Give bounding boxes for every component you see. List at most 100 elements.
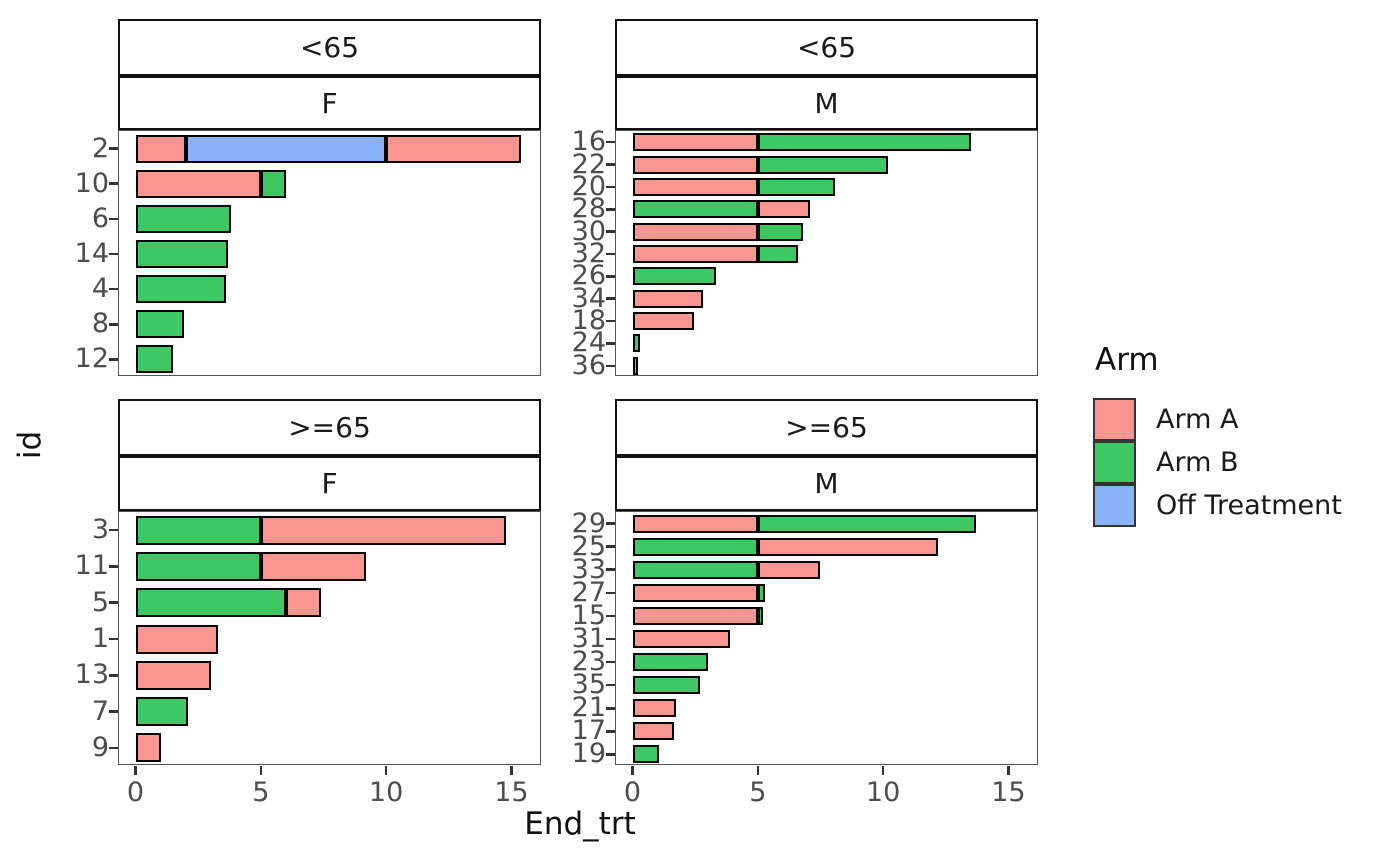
bar-segment-21 xyxy=(632,699,677,718)
bar-segment-30 xyxy=(632,222,758,241)
y-tick-mark xyxy=(606,163,615,166)
y-tick-mark xyxy=(606,683,615,687)
facet-strip-age-tl-label: <65 xyxy=(299,31,360,64)
facet-strip-sex-bl: F xyxy=(118,456,541,511)
bar-segment-23 xyxy=(632,653,708,672)
y-tick-mark xyxy=(606,252,615,256)
bar-segment-30 xyxy=(757,222,803,241)
bar-segment-35 xyxy=(632,676,701,695)
panel-over65-F: 3 11 5 1 13 7 9 0 5 10 15 xyxy=(75,511,541,808)
bar-segment-26 xyxy=(632,267,717,286)
y-tick-mark xyxy=(109,746,118,750)
facet-strip-sex-br-label: M xyxy=(814,467,839,500)
y-tick-label: 9 xyxy=(91,731,109,763)
bar-segment-1 xyxy=(135,624,219,654)
y-tick-mark xyxy=(109,637,118,641)
facet-strip-age-bl-label: >=65 xyxy=(288,411,371,444)
bar-segment-28 xyxy=(632,200,758,219)
bar-segment-11 xyxy=(260,551,367,581)
y-tick-mark xyxy=(606,230,615,233)
bar-segment-10 xyxy=(135,169,261,198)
bar-segment-5 xyxy=(285,588,321,618)
y-tick-mark xyxy=(109,147,118,150)
y-tick-mark xyxy=(606,185,615,189)
bar-segment-8 xyxy=(135,310,185,339)
y-tick-label: 22 xyxy=(571,148,606,180)
legend-key-arm-b xyxy=(1093,441,1136,484)
bar-segment-16 xyxy=(757,133,971,152)
facet-strip-sex-tr: M xyxy=(615,76,1038,130)
bar-segment-33 xyxy=(757,560,821,579)
y-tick-mark xyxy=(606,319,615,323)
bar-segment-18 xyxy=(632,312,694,331)
y-tick-mark xyxy=(606,591,615,595)
bar-segment-32 xyxy=(632,245,758,263)
bar-segment-15 xyxy=(757,606,763,625)
legend-label-arm-a: Arm A xyxy=(1156,404,1239,435)
y-tick-label: 29 xyxy=(571,507,606,539)
y-tick-mark xyxy=(109,252,118,256)
bar-segment-10 xyxy=(260,169,286,198)
bar-segment-6 xyxy=(135,204,231,233)
y-tick-label: 36 xyxy=(571,349,606,381)
bar-segment-34 xyxy=(632,289,703,308)
x-tick-mark xyxy=(510,766,513,775)
y-tick-mark xyxy=(109,601,118,604)
bar-segment-33 xyxy=(632,560,758,579)
bar-segment-29 xyxy=(632,514,758,533)
y-tick-label: 11 xyxy=(74,550,109,582)
y-tick-label: 31 xyxy=(571,623,606,654)
bar-segment-13 xyxy=(135,660,211,690)
bar-segment-16 xyxy=(632,133,758,152)
y-tick-mark xyxy=(606,364,615,368)
bar-segment-24 xyxy=(632,334,641,353)
y-tick-label: 2 xyxy=(91,132,109,164)
legend-key-arm-a xyxy=(1093,398,1136,441)
y-tick-mark xyxy=(606,660,615,664)
x-tick-mark xyxy=(134,766,137,775)
panel-under65-F: 2 10 6 14 4 8 12 xyxy=(75,130,541,376)
facet-strip-sex-bl-label: F xyxy=(321,467,338,500)
bar-segment-20 xyxy=(632,177,758,196)
y-tick-mark xyxy=(109,323,118,326)
x-tick-mark xyxy=(384,766,388,775)
y-tick-label: 4 xyxy=(91,273,109,305)
y-tick-label: 13 xyxy=(74,659,109,691)
y-tick-label: 30 xyxy=(571,215,606,247)
bar-segment-36 xyxy=(632,356,638,375)
panel-over65-M: 29 25 33 27 15 31 23 35 21 17 19 0 5 10 15 xyxy=(572,508,1038,808)
bar-segment-9 xyxy=(135,733,161,763)
y-tick-label: 6 xyxy=(91,202,109,234)
legend: Arm Arm A Arm B Off Treatment xyxy=(1093,342,1393,527)
y-tick-mark xyxy=(606,297,615,300)
facet-strip-age-br: >=65 xyxy=(615,399,1038,456)
y-tick-mark xyxy=(109,182,118,185)
y-tick-mark xyxy=(109,287,118,291)
bar-segment-25 xyxy=(632,537,758,556)
y-tick-label: 34 xyxy=(571,282,606,314)
legend-entry-off-treatment: Off Treatment xyxy=(1093,484,1393,527)
y-tick-mark xyxy=(606,140,615,144)
y-tick-mark xyxy=(606,707,615,710)
bar-segment-25 xyxy=(757,537,939,556)
bar-segment-2 xyxy=(185,134,387,163)
x-axis-title: End_trt xyxy=(524,806,636,842)
bar-segment-11 xyxy=(135,551,261,581)
y-tick-mark xyxy=(109,217,118,221)
x-tick-label: 15 xyxy=(991,777,1026,808)
x-tick-label: 5 xyxy=(749,777,767,808)
x-tick-mark xyxy=(756,766,760,775)
facet-strip-age-bl: >=65 xyxy=(118,399,541,456)
y-tick-mark xyxy=(109,358,118,361)
y-tick-label: 25 xyxy=(571,530,606,562)
y-tick-label: 24 xyxy=(571,327,606,359)
legend-title: Arm xyxy=(1095,342,1159,378)
y-tick-label: 5 xyxy=(91,586,109,618)
bar-segment-2 xyxy=(386,134,522,163)
bar-segment-12 xyxy=(135,345,174,374)
x-tick-label: 0 xyxy=(126,777,145,808)
facet-strip-sex-tr-label: M xyxy=(814,86,839,120)
facet-strip-age-br-label: >=65 xyxy=(785,411,868,444)
y-tick-mark xyxy=(109,528,118,532)
y-tick-mark xyxy=(606,545,615,548)
